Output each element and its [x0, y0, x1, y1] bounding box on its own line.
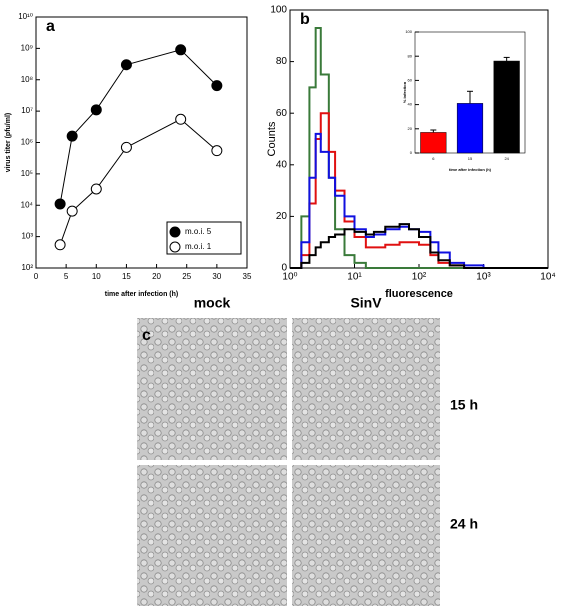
y-tick-label: 20	[276, 211, 288, 222]
x-tick-label: 6	[432, 156, 435, 161]
y-tick-label: 10⁹	[21, 43, 33, 52]
series-line	[59, 118, 218, 245]
x-tick-label: 10²	[412, 272, 427, 283]
histogram-line	[290, 27, 548, 269]
data-point	[66, 205, 78, 217]
data-point	[54, 239, 66, 251]
x-tick-label: 24	[504, 156, 509, 161]
y-tick-label: 10⁶	[21, 138, 33, 147]
x-tick-label: 5	[64, 272, 69, 281]
micrograph	[292, 318, 440, 460]
y-tick-label: 0	[281, 263, 287, 274]
y-tick-label: 10¹⁰	[18, 12, 33, 21]
row-label: 24 h	[450, 516, 478, 532]
data-point	[211, 80, 223, 92]
plot-frame	[35, 16, 248, 269]
data-point	[90, 104, 102, 116]
legend-label: m.o.i. 1	[185, 242, 212, 251]
y-axis-label: virus titer (pfu/ml)	[5, 113, 12, 173]
y-tick-label: 40	[276, 159, 288, 170]
x-axis-label: time after infection (h)	[449, 167, 492, 172]
x-tick-label: 10	[92, 272, 101, 281]
panel-label: a	[46, 18, 55, 35]
histogram-line	[290, 132, 548, 269]
data-point	[175, 44, 187, 56]
histogram-line	[290, 223, 548, 269]
bar	[456, 103, 484, 154]
x-tick-label: 10⁴	[540, 272, 555, 283]
y-tick-label: 80	[276, 56, 288, 67]
y-tick-label: 40	[408, 102, 413, 107]
y-tick-label: 10²	[21, 263, 33, 272]
x-axis-label: fluorescence	[385, 288, 453, 300]
x-tick-label: 10¹	[347, 272, 362, 283]
y-tick-label: 60	[276, 108, 288, 119]
data-point	[54, 198, 66, 210]
x-tick-label: 30	[212, 272, 221, 281]
y-axis-label: Counts	[266, 121, 278, 156]
micrograph	[292, 465, 440, 606]
bar	[493, 60, 520, 154]
legend-label: m.o.i. 5	[185, 227, 212, 236]
column-label: SinV	[350, 295, 382, 311]
y-tick-label: 10⁴	[21, 200, 34, 209]
data-point	[120, 141, 132, 153]
y-tick-label: 0	[410, 150, 413, 155]
x-tick-label: 10³	[476, 272, 491, 283]
legend-frame	[166, 221, 242, 255]
y-tick-label: 80	[408, 53, 413, 58]
x-tick-label: 10⁰	[282, 272, 297, 283]
y-tick-label: 10⁷	[21, 106, 33, 115]
x-tick-label: 15	[468, 156, 473, 161]
column-label: mock	[194, 295, 231, 311]
y-tick-label: 100	[405, 29, 412, 34]
x-tick-label: 15	[122, 272, 131, 281]
series-line	[59, 49, 218, 205]
panel-label: c	[142, 327, 151, 344]
data-point	[175, 113, 187, 125]
bar	[420, 132, 447, 154]
data-point	[120, 59, 132, 71]
y-tick-label: 100	[270, 5, 287, 16]
legend-marker	[169, 226, 181, 238]
y-tick-label: 60	[408, 77, 413, 82]
x-tick-label: 20	[152, 272, 161, 281]
x-tick-label: 25	[182, 272, 191, 281]
data-point	[211, 145, 223, 157]
panel-label: b	[300, 11, 310, 28]
x-tick-label: 0	[34, 272, 39, 281]
data-point	[90, 183, 102, 195]
row-label: 15 h	[450, 397, 478, 413]
micrograph	[137, 318, 287, 460]
y-tick-label: 20	[408, 126, 413, 131]
y-axis-label: % infection	[402, 81, 407, 103]
y-tick-label: 10⁸	[21, 75, 33, 84]
micrograph	[137, 465, 287, 606]
y-tick-label: 10⁵	[21, 169, 33, 178]
legend-marker	[169, 241, 181, 253]
x-tick-label: 35	[243, 272, 252, 281]
data-point	[66, 130, 78, 142]
x-axis-label: time after infection (h)	[105, 291, 179, 298]
y-tick-label: 10³	[21, 232, 33, 241]
